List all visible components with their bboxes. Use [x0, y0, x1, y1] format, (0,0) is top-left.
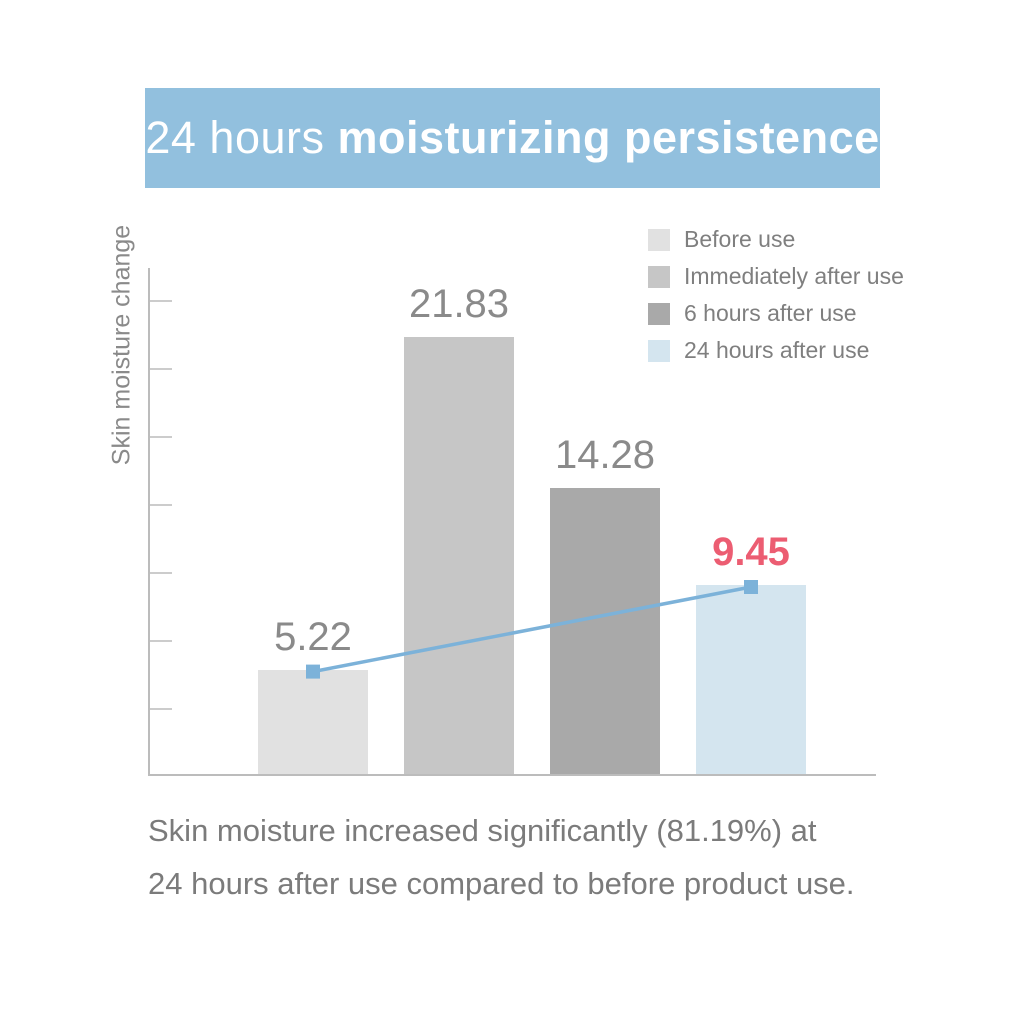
trend-marker-icon	[744, 580, 758, 594]
legend-item-immediately-after-use: Immediately after use	[648, 258, 904, 295]
y-axis-tick	[150, 368, 172, 370]
y-axis-tick	[150, 300, 172, 302]
legend-swatch-icon	[648, 302, 670, 325]
plot-area: 5.22 21.83 14.28 9.45	[148, 268, 876, 776]
trend-line	[306, 580, 758, 679]
chart-title-light-part: 24 hours	[145, 112, 325, 163]
trend-line-segment	[312, 585, 752, 674]
chart-title-bold-part: moisturizing persistence	[337, 112, 880, 163]
legend: Before use Immediately after use 6 hours…	[648, 221, 904, 369]
y-axis-tick	[150, 708, 172, 710]
bar-24-hours-after-use	[696, 585, 806, 774]
legend-swatch-icon	[648, 265, 670, 288]
y-axis-tick	[150, 640, 172, 642]
legend-item-label: Before use	[684, 226, 796, 252]
legend-item-label: Immediately after use	[684, 263, 904, 289]
y-axis-tick	[150, 504, 172, 506]
legend-swatch-icon	[648, 339, 670, 362]
bar-value-label: 5.22	[274, 615, 352, 659]
bar-value-label: 21.83	[408, 282, 510, 326]
legend-item-label: 6 hours after use	[684, 300, 857, 326]
chart-title-banner: 24 hours moisturizing persistence	[145, 88, 880, 188]
bar-before-use	[258, 670, 368, 774]
y-axis-label: Skin moisture change	[107, 224, 136, 466]
y-axis-tick	[150, 572, 172, 574]
trend-marker-icon	[306, 664, 320, 679]
legend-item-24-hours-after-use: 24 hours after use	[648, 332, 904, 369]
legend-item-before-use: Before use	[648, 221, 904, 258]
caption-line-2: 24 hours after use compared to before pr…	[148, 866, 855, 901]
bar-6-hours-after-use	[550, 488, 660, 774]
caption-line-1: Skin moisture increased significantly (8…	[148, 813, 817, 848]
legend-swatch-icon	[648, 228, 670, 251]
bar-value-label: 9.45	[712, 530, 790, 574]
legend-item-label: 24 hours after use	[684, 337, 870, 363]
legend-item-6-hours-after-use: 6 hours after use	[648, 295, 904, 332]
bar-value-label: 14.28	[554, 433, 656, 477]
y-axis-tick	[150, 436, 172, 438]
chart-caption: Skin moisture increased significantly (8…	[148, 804, 928, 910]
bar-immediately-after-use	[404, 337, 514, 774]
